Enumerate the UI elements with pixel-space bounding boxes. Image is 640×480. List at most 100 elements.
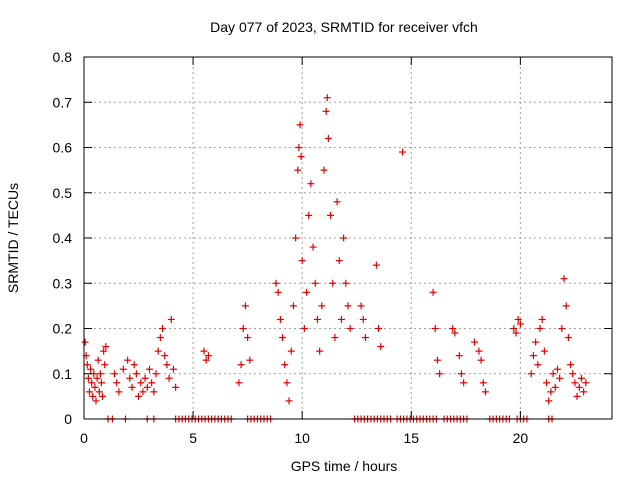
y-axis-label: SRMTID / TECUs <box>5 183 21 293</box>
data-point <box>145 365 153 373</box>
data-point <box>152 370 160 378</box>
data-point <box>165 374 173 382</box>
data-point <box>457 370 465 378</box>
y-tick-label: 0.7 <box>53 94 73 110</box>
y-tick-label: 0 <box>64 411 72 427</box>
data-point <box>549 370 557 378</box>
data-point <box>92 397 100 405</box>
chart-title: Day 077 of 2023, SRMTID for receiver vfc… <box>210 19 478 35</box>
data-point <box>569 370 577 378</box>
data-point <box>89 392 97 400</box>
data-point <box>399 148 407 156</box>
data-point <box>543 379 551 387</box>
data-point <box>324 134 332 142</box>
data-point <box>556 374 564 382</box>
data-point <box>84 374 92 382</box>
data-point <box>344 302 352 310</box>
y-tick-label: 0.2 <box>53 321 73 337</box>
y-tick-label: 0.3 <box>53 275 73 291</box>
data-point <box>534 361 542 369</box>
data-point <box>481 388 489 396</box>
data-point <box>244 334 252 342</box>
data-point <box>150 388 158 396</box>
x-tick-label: 20 <box>513 430 529 446</box>
data-point <box>323 94 331 102</box>
x-tick-labels: 0 5 10 15 20 <box>80 430 528 446</box>
data-point <box>313 315 321 323</box>
data-point <box>237 361 245 369</box>
data-point <box>95 388 103 396</box>
data-point <box>281 361 289 369</box>
data-point <box>510 325 518 332</box>
data-point <box>292 234 300 242</box>
data-point <box>94 356 102 364</box>
data-point <box>514 315 522 323</box>
data-point <box>455 352 463 360</box>
data-point <box>276 315 284 323</box>
data-point <box>235 379 243 387</box>
data-point <box>527 370 535 378</box>
data-point <box>516 320 524 328</box>
data-point <box>536 325 544 332</box>
data-point <box>460 379 468 387</box>
data-point <box>316 347 324 355</box>
data-point <box>337 315 345 323</box>
data-point <box>99 392 107 400</box>
data-point <box>93 374 101 382</box>
data-point <box>101 361 109 369</box>
data-point <box>283 379 291 387</box>
data-point <box>239 325 247 332</box>
data-point <box>562 302 570 310</box>
data-point <box>130 361 138 369</box>
data-point <box>327 211 335 219</box>
data-point <box>575 383 583 391</box>
data-point <box>529 352 537 360</box>
data-point <box>85 388 93 396</box>
data-point <box>298 257 306 265</box>
data-point <box>471 338 479 346</box>
data-point <box>119 365 127 373</box>
data-point <box>361 334 369 342</box>
data-point <box>88 379 96 387</box>
data-point <box>97 379 105 387</box>
data-point <box>204 352 212 360</box>
x-tick-label: 0 <box>80 430 88 446</box>
data-point <box>475 347 483 355</box>
data-point <box>582 379 590 387</box>
data-point <box>156 334 164 342</box>
x-tick-label: 10 <box>294 430 310 446</box>
data-point <box>135 392 143 400</box>
data-point <box>429 288 437 296</box>
data-point <box>375 325 383 332</box>
x-tick-label: 15 <box>403 430 419 446</box>
data-point <box>115 388 123 396</box>
data-point <box>297 153 305 161</box>
data-point <box>296 121 304 129</box>
y-tick-label: 0.1 <box>53 366 73 382</box>
data-point <box>451 329 459 337</box>
data-point <box>141 374 149 382</box>
y-tick-label: 0.6 <box>53 140 73 156</box>
data-point <box>111 370 119 378</box>
data-point <box>100 347 108 355</box>
data-point <box>307 180 315 188</box>
data-point <box>200 347 208 355</box>
data-point <box>289 302 297 310</box>
data-point <box>285 397 293 405</box>
data-point <box>558 325 566 332</box>
y-tick-labels: 0 0.1 0.2 0.3 0.4 0.5 0.6 0.7 0.8 <box>53 49 73 427</box>
data-point <box>124 356 132 364</box>
data-point <box>172 383 180 391</box>
data-point <box>564 334 572 342</box>
data-point <box>96 370 104 378</box>
data-point <box>372 261 380 269</box>
data-point <box>320 166 328 174</box>
data-point <box>449 325 457 332</box>
data-point <box>547 388 555 396</box>
data-point <box>202 356 210 364</box>
data-point <box>87 365 95 373</box>
data-point <box>532 338 540 346</box>
data-point <box>154 347 162 355</box>
data-point <box>311 279 319 287</box>
data-point <box>300 325 308 332</box>
